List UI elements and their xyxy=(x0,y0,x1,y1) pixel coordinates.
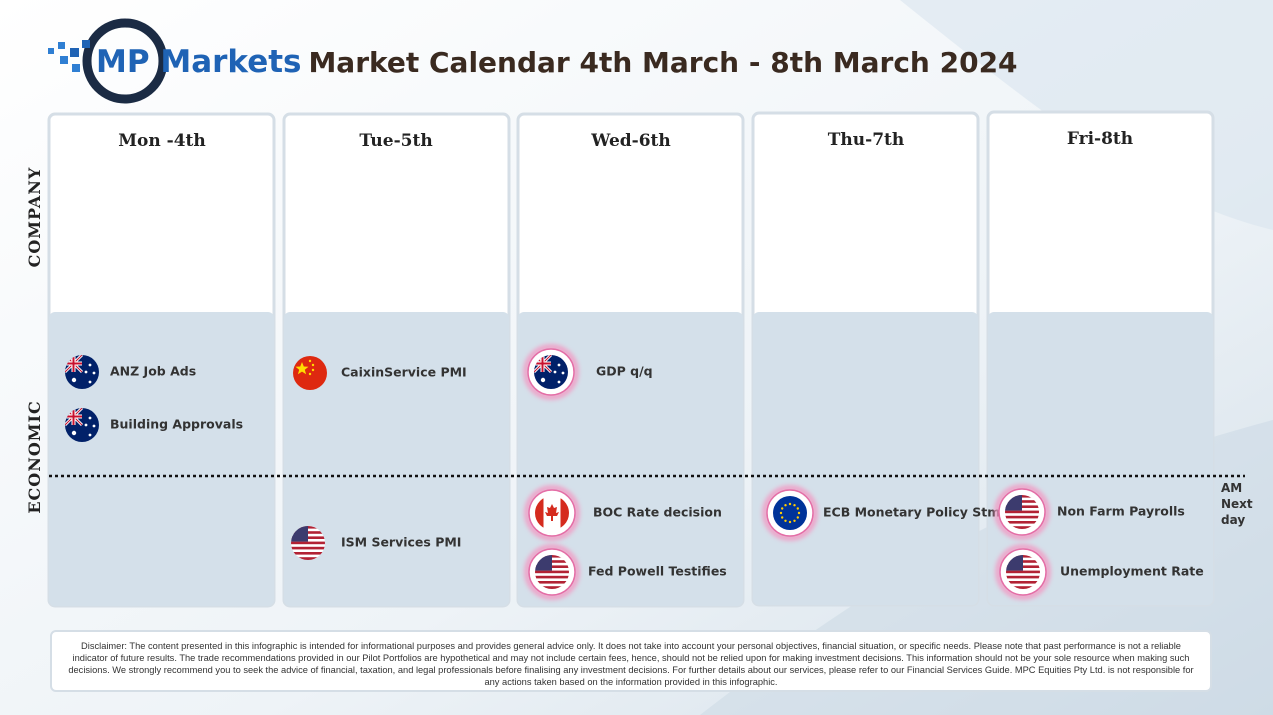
event: ISM Services PMI xyxy=(341,535,461,550)
flag-icon xyxy=(291,526,325,560)
event: ANZ Job Ads xyxy=(110,364,196,379)
day-label: Mon -4th xyxy=(118,131,206,151)
event: CaixinService PMI xyxy=(341,365,467,380)
flag-icon xyxy=(1005,495,1039,529)
flag-icon xyxy=(535,555,569,589)
flag-icon xyxy=(65,355,99,389)
event: Non Farm Payrolls xyxy=(1057,504,1185,519)
day-label: Fri-8th xyxy=(1067,129,1133,149)
event: Unemployment Rate xyxy=(1060,564,1204,579)
flag-icon xyxy=(293,356,327,390)
day-label: Wed-6th xyxy=(590,131,671,151)
flag-icon xyxy=(535,496,569,530)
event: ECB Monetary Policy Stmt xyxy=(823,505,1006,520)
flag-icon xyxy=(773,496,807,530)
logo: MP Markets xyxy=(48,18,302,104)
columns xyxy=(47,110,1215,608)
disclaimer: Disclaimer: The content presented in thi… xyxy=(50,630,1212,692)
side-note: day xyxy=(1221,513,1245,527)
event: GDP q/q xyxy=(596,364,653,379)
event: BOC Rate decision xyxy=(593,505,722,520)
flag-icon xyxy=(65,408,99,442)
day-label: Thu-7th xyxy=(828,130,904,150)
title: Market Calendar 4th March - 8th March 20… xyxy=(308,46,1017,79)
day-label: Tue-5th xyxy=(359,131,432,151)
row-label: COMPANY xyxy=(25,167,44,268)
row-label: ECONOMIC xyxy=(25,400,44,513)
flag-icon xyxy=(1006,555,1040,589)
event: Building Approvals xyxy=(110,417,243,432)
side-note: AM xyxy=(1221,481,1242,495)
logo-text: MP Markets xyxy=(96,44,302,80)
flag-icon xyxy=(534,355,568,389)
event: Fed Powell Testifies xyxy=(588,564,727,579)
side-note: Next xyxy=(1221,497,1253,511)
